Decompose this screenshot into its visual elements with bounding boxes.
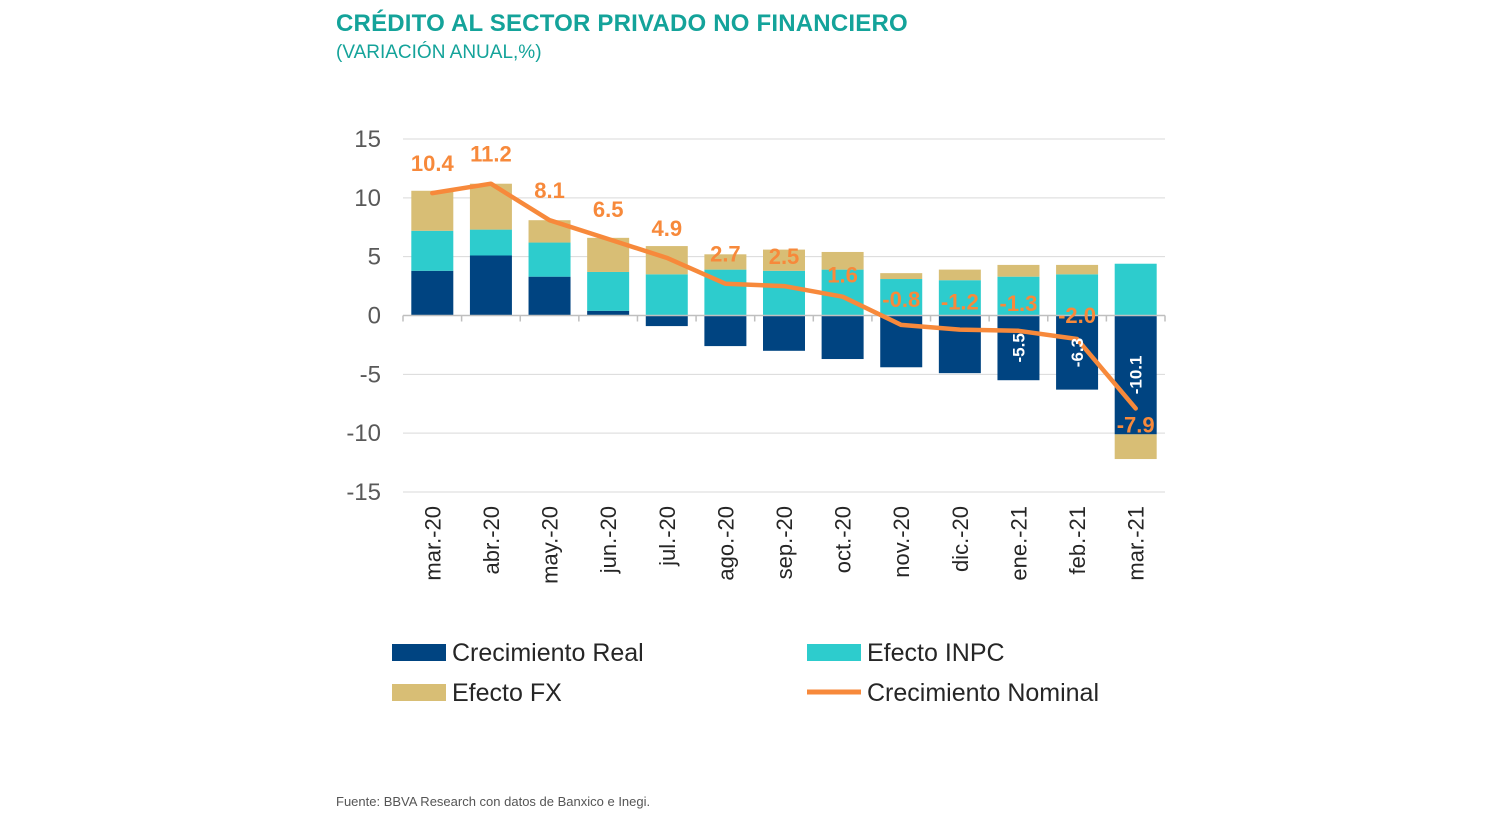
nominal-line-path [430,181,1138,411]
bar-segment [411,270,454,316]
y-tick-label: 0 [368,303,381,330]
chart-subtitle: (VARIACIÓN ANUAL,%) [336,42,542,63]
bar-segment [1114,434,1157,460]
nominal-data-label: -0.8 [882,287,920,312]
bar-segment [1114,315,1157,435]
source-note: Fuente: BBVA Research con datos de Banxi… [336,794,651,809]
legend-swatch [392,644,446,661]
x-tick-label: jun.-20 [596,506,621,574]
bar-segment [938,269,981,281]
nominal-data-label: 2.7 [710,242,741,267]
bar-segment [763,270,805,316]
nominal-data-label: 1.6 [827,263,858,288]
bar-segment [469,229,512,256]
bar-segment [469,255,512,316]
bar-segment [1056,264,1099,275]
nominal-data-label: 10.4 [411,151,455,176]
axes: 15 10 5 0 -5 -10 -15 mar.-20 abr.-20 may.-20 jun.-… [346,126,1166,584]
x-tick-label: abr.-20 [479,506,504,574]
x-tick-label: jul.-20 [655,506,680,567]
bar-segment [938,315,981,374]
bar-segment [704,315,747,347]
bar-segment [645,315,688,327]
legend-label: Crecimiento Real [452,639,644,667]
legend-swatch [807,644,861,661]
bar-segment [645,274,688,316]
x-tick-label: dic.-20 [948,506,973,572]
x-tick-label: feb.-21 [1065,506,1090,575]
y-tick-label: 15 [354,126,381,153]
x-tick-label: may.-20 [538,506,563,584]
nominal-data-label: -2.0 [1058,303,1096,328]
bar-segment [821,315,864,360]
nominal-data-label: 6.5 [593,197,624,222]
y-tick-label: -5 [360,361,381,388]
legend: Crecimiento Real Efecto INPC Efecto FX Crec… [392,639,1099,707]
bar-segment [704,254,747,270]
bars [411,183,1157,460]
bar-segment [997,264,1040,277]
bar-segment [1056,274,1099,316]
x-tick-label: ago.-20 [713,506,738,581]
real-data-label: -6.3 [1068,338,1087,367]
bar-segment [997,276,1040,316]
nominal-data-label: -1.2 [941,290,979,315]
nominal-data-label: 4.9 [651,216,682,241]
legend-label: Efecto INPC [867,639,1005,667]
x-tick-label: sep.-20 [772,506,797,579]
y-tick-label: 10 [354,185,381,212]
x-tick-label: oct.-20 [831,506,856,573]
nominal-data-label: -7.9 [1117,412,1155,437]
x-tick-label: ene.-21 [1006,506,1031,581]
bar-segment [528,242,571,277]
x-tick-label: mar.-21 [1124,506,1149,581]
y-tick-label: -10 [346,420,381,447]
real-data-label: -5.5 [1009,333,1028,362]
bar-segment [411,190,454,231]
bar-segment [880,279,923,316]
bar-segment [587,310,630,316]
legend-label: Efecto FX [452,679,562,707]
bar-segment [821,251,864,270]
nominal-data-label: 2.5 [769,244,800,269]
bar-segment [938,280,981,316]
bar-segment [587,271,630,311]
y-tick-label: -15 [346,479,381,506]
nominal-data-label: -1.3 [1000,291,1038,316]
bar-segment [528,276,571,316]
bar-segment [1114,263,1157,316]
bar-segment [411,230,454,271]
bar-segment [763,249,805,271]
legend-swatch [392,684,446,701]
bar-segment [880,273,923,280]
chart-title: CRÉDITO AL SECTOR PRIVADO NO FINANCIERO [336,10,908,37]
bar-segment [763,315,805,351]
nominal-data-label: 8.1 [534,178,565,203]
x-tick-label: mar.-20 [420,506,445,581]
nominal-data-label: 11.2 [470,142,512,167]
data-labels: 10.4 11.2 8.1 6.5 4.9 2.7 2.5 1.6 -0.8 -1.2 -1.3 -2… [411,142,1155,438]
real-data-label: -10.1 [1127,356,1146,395]
nominal-line [430,181,1138,411]
y-tick-label: 5 [368,244,381,271]
bar-segment [997,315,1040,381]
legend-label: Crecimiento Nominal [867,679,1099,707]
stacked-bar-line-chart: 15 10 5 0 -5 -10 -15 mar.-20 abr.-20 may.-20 jun.-… [346,126,1166,707]
x-tick-label: nov.-20 [889,506,914,578]
